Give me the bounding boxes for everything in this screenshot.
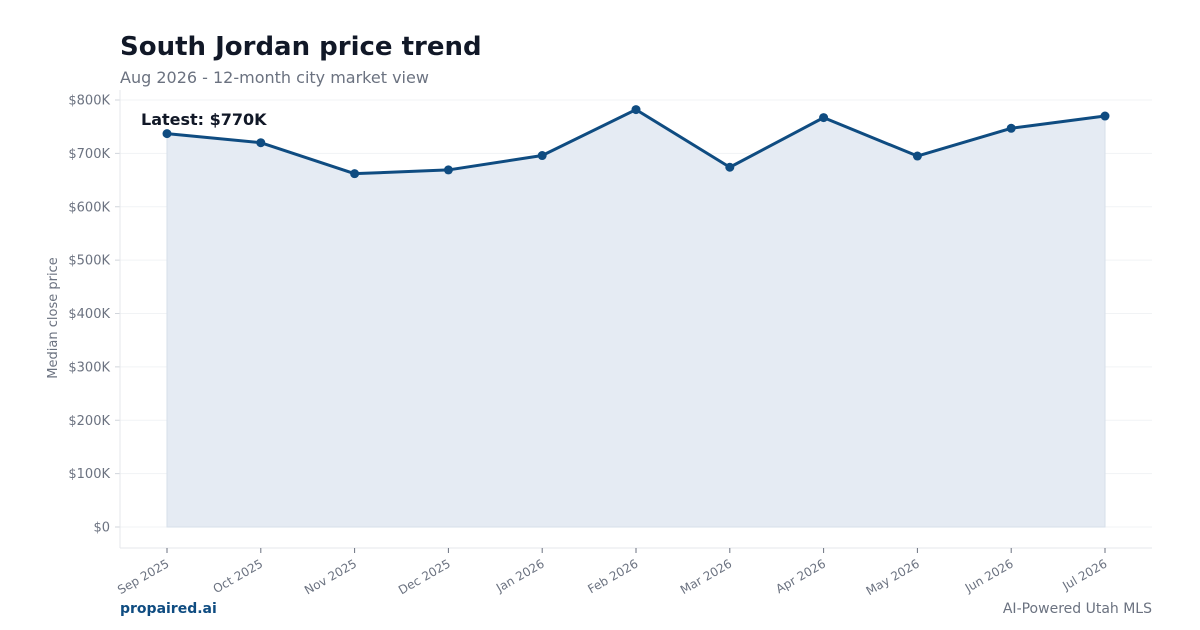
data-point: [631, 105, 641, 115]
y-tick-label: $100K: [68, 467, 110, 482]
data-point: [1100, 111, 1110, 121]
brand-logo-text: propaired.ai: [120, 601, 217, 617]
x-tick-label: Jun 2026: [962, 556, 1016, 595]
x-tick-label: Jul 2026: [1059, 556, 1109, 593]
y-tick-label: $300K: [68, 360, 110, 375]
x-tick-label: Apr 2026: [773, 556, 828, 596]
points-layer: [162, 105, 1110, 179]
chart-subtitle: Aug 2026 - 12-month city market view: [120, 68, 429, 87]
data-point: [350, 169, 360, 179]
data-point: [1006, 123, 1016, 133]
y-tick-label: $0: [93, 521, 110, 536]
latest-annotation: Latest: $770K: [141, 110, 267, 129]
x-tick-label: Feb 2026: [585, 556, 640, 596]
footer-tagline: AI-Powered Utah MLS: [1002, 601, 1152, 617]
y-axis-label: Median close price: [46, 257, 61, 378]
area-layer: [166, 109, 1106, 528]
x-tick-label: May 2026: [864, 556, 922, 598]
y-tick-label: $200K: [68, 414, 110, 429]
x-tick-label: Sep 2025: [115, 556, 171, 597]
y-tick-label: $500K: [68, 254, 110, 269]
x-tick-label: Nov 2025: [302, 556, 359, 597]
y-tick-label: $700K: [68, 147, 110, 162]
data-point: [725, 162, 735, 172]
axes: [115, 90, 1152, 553]
data-point: [819, 113, 829, 123]
chart-title: South Jordan price trend: [120, 32, 482, 62]
y-tick-label: $400K: [68, 307, 110, 322]
data-point: [443, 165, 453, 175]
data-point: [537, 151, 547, 161]
x-tick-label: Oct 2025: [211, 556, 266, 596]
x-tick-label: Mar 2026: [678, 556, 734, 597]
x-tick-label: Dec 2025: [396, 556, 453, 597]
y-tick-label: $600K: [68, 200, 110, 215]
data-point: [912, 151, 922, 161]
data-point: [256, 138, 266, 148]
y-tick-label: $800K: [68, 94, 110, 109]
area-fill: [166, 109, 1106, 528]
x-tick-label: Jan 2026: [493, 556, 547, 595]
data-point: [162, 129, 172, 139]
